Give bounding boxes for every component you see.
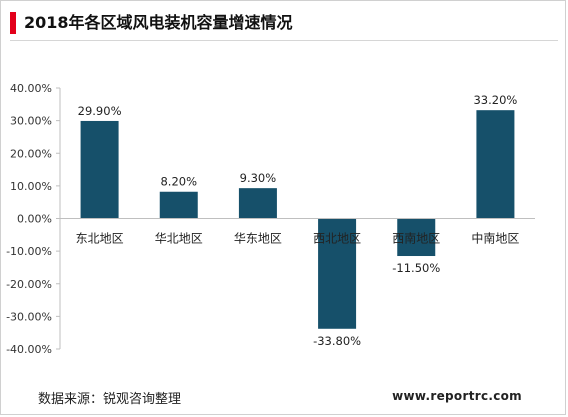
data-label: -33.80% xyxy=(313,334,361,348)
bar-3 xyxy=(238,188,277,219)
bar-4 xyxy=(318,218,357,329)
category-label: 西北地区 xyxy=(313,232,361,246)
data-label: 8.20% xyxy=(160,175,197,189)
bar-2 xyxy=(159,191,198,219)
category-label: 西南地区 xyxy=(392,231,440,246)
y-tick-label: 30.00% xyxy=(10,115,52,128)
category-label: 华东地区 xyxy=(234,232,282,246)
website-label: www.reportrc.com xyxy=(392,389,522,403)
bar-5 xyxy=(397,218,436,257)
title-accent-bar xyxy=(10,12,16,34)
data-label: 33.20% xyxy=(473,93,517,107)
bar-1 xyxy=(80,120,119,219)
chart-title: 2018年各区域风电装机容量增速情况 xyxy=(24,13,293,32)
y-tick-label: 40.00% xyxy=(10,82,52,95)
category-label: 华北地区 xyxy=(155,232,203,246)
y-tick-label: 10.00% xyxy=(10,180,52,193)
category-label: 中南地区 xyxy=(471,231,519,246)
y-tick-label: 20.00% xyxy=(10,147,52,160)
y-tick-label: -20.00% xyxy=(6,278,52,291)
y-tick-label: 0.00% xyxy=(17,213,52,226)
category-label: 东北地区 xyxy=(76,232,124,246)
data-source-note: 数据来源：锐观咨询整理 xyxy=(38,392,182,407)
title-divider xyxy=(10,40,558,41)
data-label: -11.50% xyxy=(392,261,440,275)
y-tick-label: -10.00% xyxy=(6,245,52,258)
y-tick-label: -40.00% xyxy=(6,343,52,356)
bar-6 xyxy=(476,110,515,219)
data-label: 9.30% xyxy=(240,171,277,185)
data-label: 29.90% xyxy=(78,104,122,118)
y-tick-label: -30.00% xyxy=(6,310,52,323)
